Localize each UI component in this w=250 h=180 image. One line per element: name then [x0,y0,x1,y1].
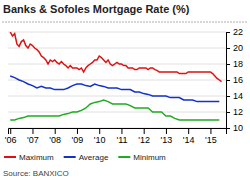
grid-line [8,32,226,33]
x-tick-label: '15 [205,135,217,145]
y-tick-label: 20 [233,43,243,53]
y-tick-label: 22 [233,27,243,37]
y-axis-line [227,33,231,129]
y-tick: 14 [226,91,243,101]
x-tick-label: '07 [27,135,39,145]
legend-label: Minimum [133,153,166,162]
x-tick: '14 [183,128,195,145]
y-tick-label: 18 [233,59,243,69]
x-tick: '09 [72,128,84,145]
y-tick: 18 [226,59,243,69]
line [10,76,219,102]
x-tick-mark [210,128,211,134]
grid-line [8,80,226,81]
legend-item: Minimum [118,153,166,162]
x-tick-mark [188,128,189,134]
x-tick-mark [144,128,145,134]
y-tick-label: 14 [233,91,243,101]
x-tick-mark [166,128,167,134]
grid-line [8,112,226,113]
x-tick-label: '06 [5,135,17,145]
grid-line [8,96,226,97]
x-tick: '08 [49,128,61,145]
y-tick: 22 [226,27,243,37]
x-tick-label: '09 [72,135,84,145]
x-tick-mark [99,128,100,134]
x-axis-line [9,129,227,135]
grid [8,32,226,128]
x-tick-label: '08 [49,135,61,145]
x-tick: '06 [5,128,17,145]
x-tick-label: '13 [161,135,173,145]
x-tick: '07 [27,128,39,145]
chart: Banks & Sofoles Mortgage Rate (%)'06'07'… [0,0,250,180]
x-tick: '11 [116,128,127,145]
x-tick-mark [55,128,56,134]
y-axis: 10 12 14 16 18 20 22 [226,27,243,133]
y-tick-mark [226,112,230,113]
legend-swatch [64,156,76,158]
y-tick: 20 [226,43,243,53]
x-tick-mark [10,128,11,134]
x-tick-label: '11 [116,135,127,145]
y-tick-label: 10 [233,123,243,133]
y-tick-mark [226,64,230,65]
x-tick-label: '10 [94,135,106,145]
legend-label: Maximum [19,153,54,162]
y-tick-mark [226,80,230,81]
line [10,32,221,82]
separator [3,22,248,23]
x-tick-label: '12 [138,135,150,145]
legend-label: Average [79,153,109,162]
legend: Maximum Average Minimum [4,153,166,162]
y-tick-mark [226,128,230,129]
legend-item: Average [64,153,109,162]
y-tick: 10 [226,123,243,133]
y-tick: 16 [226,75,243,85]
y-tick-mark [226,48,230,49]
y-tick-mark [226,96,230,97]
y-tick-label: 12 [233,107,243,117]
x-tick-mark [32,128,33,134]
x-tick: '13 [161,128,173,145]
y-tick-label: 16 [233,75,243,85]
grid-line [8,48,226,49]
x-tick-mark [77,128,78,134]
legend-swatch [118,156,130,158]
source: Source: BANXICO [3,169,69,178]
line [10,100,219,120]
y-tick-mark [226,32,230,33]
legend-swatch [4,156,16,158]
legend-item: Maximum [4,153,54,162]
x-tick: '10 [94,128,106,145]
grid-line [8,64,226,65]
lines [10,32,221,120]
y-tick: 12 [226,107,243,117]
x-tick: '12 [138,128,150,145]
x-axis: '06 '07 '08 '09 '10 '11 '12 '13 '14 '15 [5,128,227,145]
x-tick-label: '14 [183,135,195,145]
x-tick: '15 [205,128,217,145]
x-tick-mark [121,128,122,134]
title: Banks & Sofoles Mortgage Rate (%) [3,3,190,15]
